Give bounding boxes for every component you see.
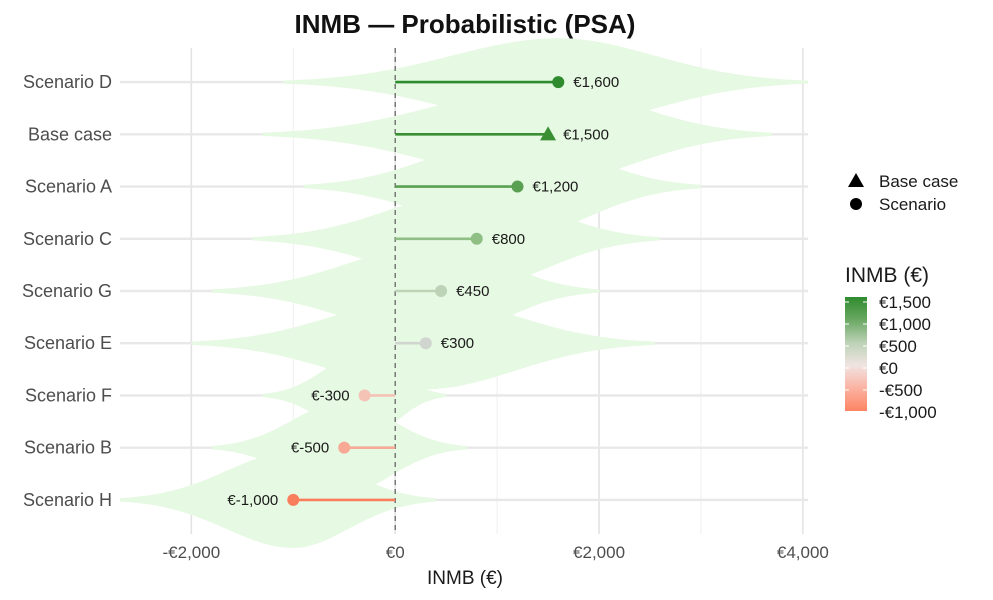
violin: [120, 451, 436, 548]
violin: [262, 351, 447, 440]
color-legend-title: INMB (€): [845, 264, 929, 287]
color-legend-label: €1,000: [879, 315, 931, 334]
data-label: €-1,000: [227, 492, 278, 509]
data-label: €-500: [291, 440, 329, 457]
y-tick-label: Scenario E: [24, 333, 112, 353]
x-tick-label: €2,000: [573, 543, 625, 562]
x-axis: -€2,000 €0 €2,000 €4,000: [163, 543, 829, 562]
legend-circle-icon: [850, 198, 862, 210]
data-label: €1,200: [533, 179, 579, 196]
point-triangle: [540, 126, 557, 141]
point: [511, 180, 524, 193]
point: [470, 232, 483, 245]
points: [287, 76, 565, 506]
color-legend-label: -€1,000: [879, 403, 937, 422]
color-legend-label: €1,500: [879, 293, 931, 312]
data-label: €-300: [311, 387, 349, 404]
color-bar: [845, 297, 867, 411]
y-tick-label: Scenario G: [22, 281, 112, 301]
x-tick-label: €0: [386, 543, 405, 562]
x-axis-label: INMB (€): [427, 568, 503, 589]
data-label: €1,600: [573, 74, 619, 91]
y-axis: Scenario D Base case Scenario A Scenario C S…: [22, 72, 112, 510]
y-tick-label: Scenario B: [24, 438, 112, 458]
color-legend-label: €0: [879, 359, 898, 378]
shape-legend-label: Scenario: [879, 195, 946, 214]
y-tick-label: Scenario D: [23, 72, 112, 92]
point: [552, 76, 565, 89]
y-tick-label: Scenario C: [23, 229, 112, 249]
data-label: €300: [441, 335, 474, 352]
point: [419, 337, 432, 350]
chart-title: INMB — Probabilistic (PSA): [295, 9, 636, 39]
y-tick-label: Scenario A: [25, 177, 112, 197]
x-tick-label: €4,000: [777, 543, 829, 562]
data-label: €800: [492, 231, 525, 248]
point: [358, 389, 371, 402]
point: [287, 493, 300, 506]
data-label: €1,500: [563, 126, 609, 143]
color-legend: INMB (€) €1,500 €1,000 €500 €0 -€500 -€1,000: [845, 264, 937, 422]
shape-legend-label: Base case: [879, 172, 958, 191]
data-labels: €1,600 €1,500 €1,200 €800 €450 €300 €-300 €-500…: [227, 74, 619, 509]
y-tick-label: Base case: [28, 124, 112, 144]
color-legend-label: -€500: [879, 381, 922, 400]
point: [435, 285, 448, 297]
shape-legend: Base case Scenario: [848, 172, 958, 214]
x-tick-label: -€2,000: [163, 543, 221, 562]
color-legend-label: €500: [879, 337, 917, 356]
point: [338, 441, 351, 454]
legend-triangle-icon: [848, 173, 864, 187]
y-tick-label: Scenario H: [23, 490, 112, 510]
y-tick-label: Scenario F: [25, 385, 112, 405]
data-label: €450: [456, 283, 489, 300]
